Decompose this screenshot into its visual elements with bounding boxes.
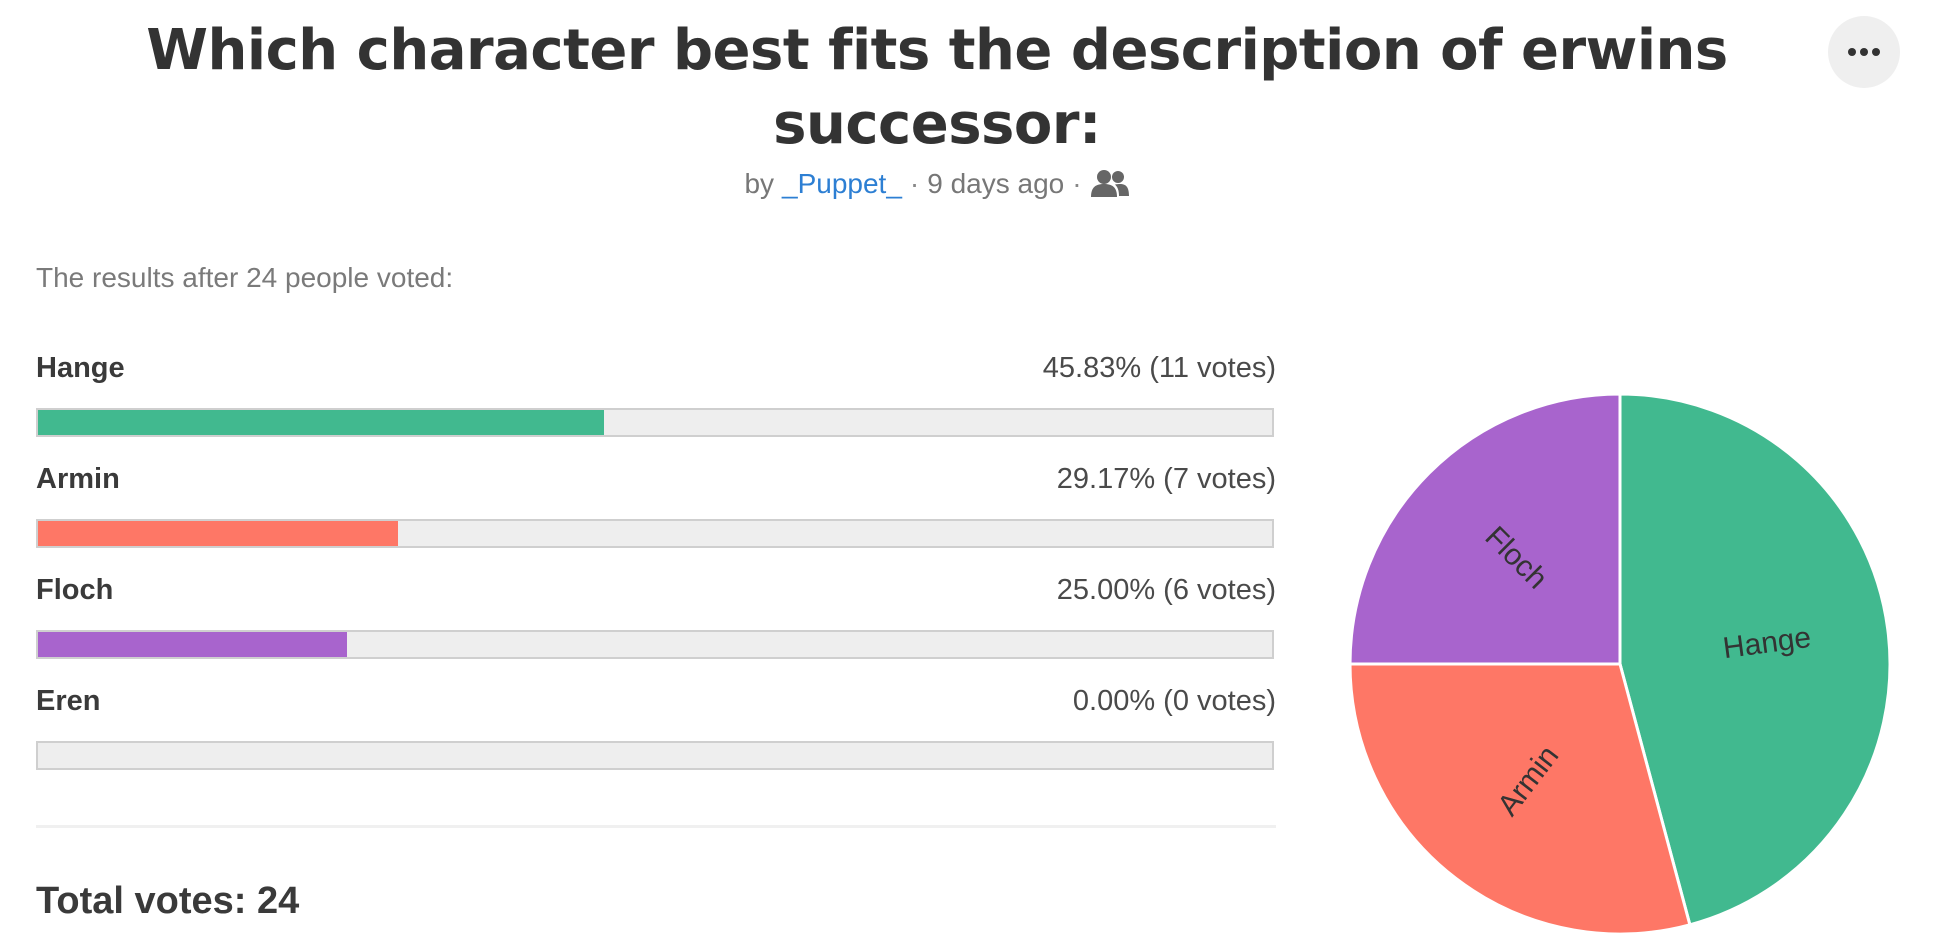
option-row-eren: Eren 0.00% (0 votes) [36, 685, 1276, 796]
option-result: 25.00% (6 votes) [1056, 574, 1276, 606]
poll-header: Which character best fits the descriptio… [120, 14, 1754, 200]
option-row-hange: Hange 45.83% (11 votes) [36, 352, 1276, 463]
option-name: Armin [36, 463, 120, 495]
pie-slice-floch [1348, 392, 1622, 666]
poll-options: Hange 45.83% (11 votes) Armin 29.17% (7 … [36, 352, 1276, 796]
option-row-armin: Armin 29.17% (7 votes) [36, 463, 1276, 574]
more-icon [1848, 48, 1880, 56]
pie-slice-hange [1618, 392, 1892, 927]
people-icon [1090, 169, 1130, 199]
option-bar [36, 408, 1274, 437]
total-votes: Total votes: 24 [36, 880, 300, 922]
option-name: Eren [36, 685, 101, 717]
poll-byline: by _Puppet_ · 9 days ago · [120, 168, 1754, 200]
option-bar [36, 741, 1274, 770]
byline-separator: · [909, 168, 920, 199]
results-summary: The results after 24 people voted: [36, 262, 454, 293]
divider [36, 825, 1276, 828]
option-bar [36, 630, 1274, 659]
option-bar-fill [38, 410, 604, 435]
option-row-floch: Floch 25.00% (6 votes) [36, 574, 1276, 685]
option-result: 29.17% (7 votes) [1056, 463, 1276, 495]
more-options-button[interactable] [1828, 16, 1900, 88]
option-bar-fill [38, 632, 347, 657]
byline-separator-2: · [1072, 168, 1082, 199]
poll-title: Which character best fits the descriptio… [146, 18, 1728, 157]
option-bar [36, 519, 1274, 548]
option-result: 45.83% (11 votes) [1042, 352, 1276, 384]
option-result: 0.00% (0 votes) [1072, 685, 1276, 717]
pie-slice-armin [1348, 662, 1692, 936]
option-name: Floch [36, 574, 114, 606]
author-link[interactable]: _Puppet_ [782, 168, 902, 199]
byline-prefix: by [744, 168, 775, 199]
poll-age: 9 days ago [927, 168, 1065, 199]
option-name: Hange [36, 352, 125, 384]
option-bar-fill [38, 521, 398, 546]
